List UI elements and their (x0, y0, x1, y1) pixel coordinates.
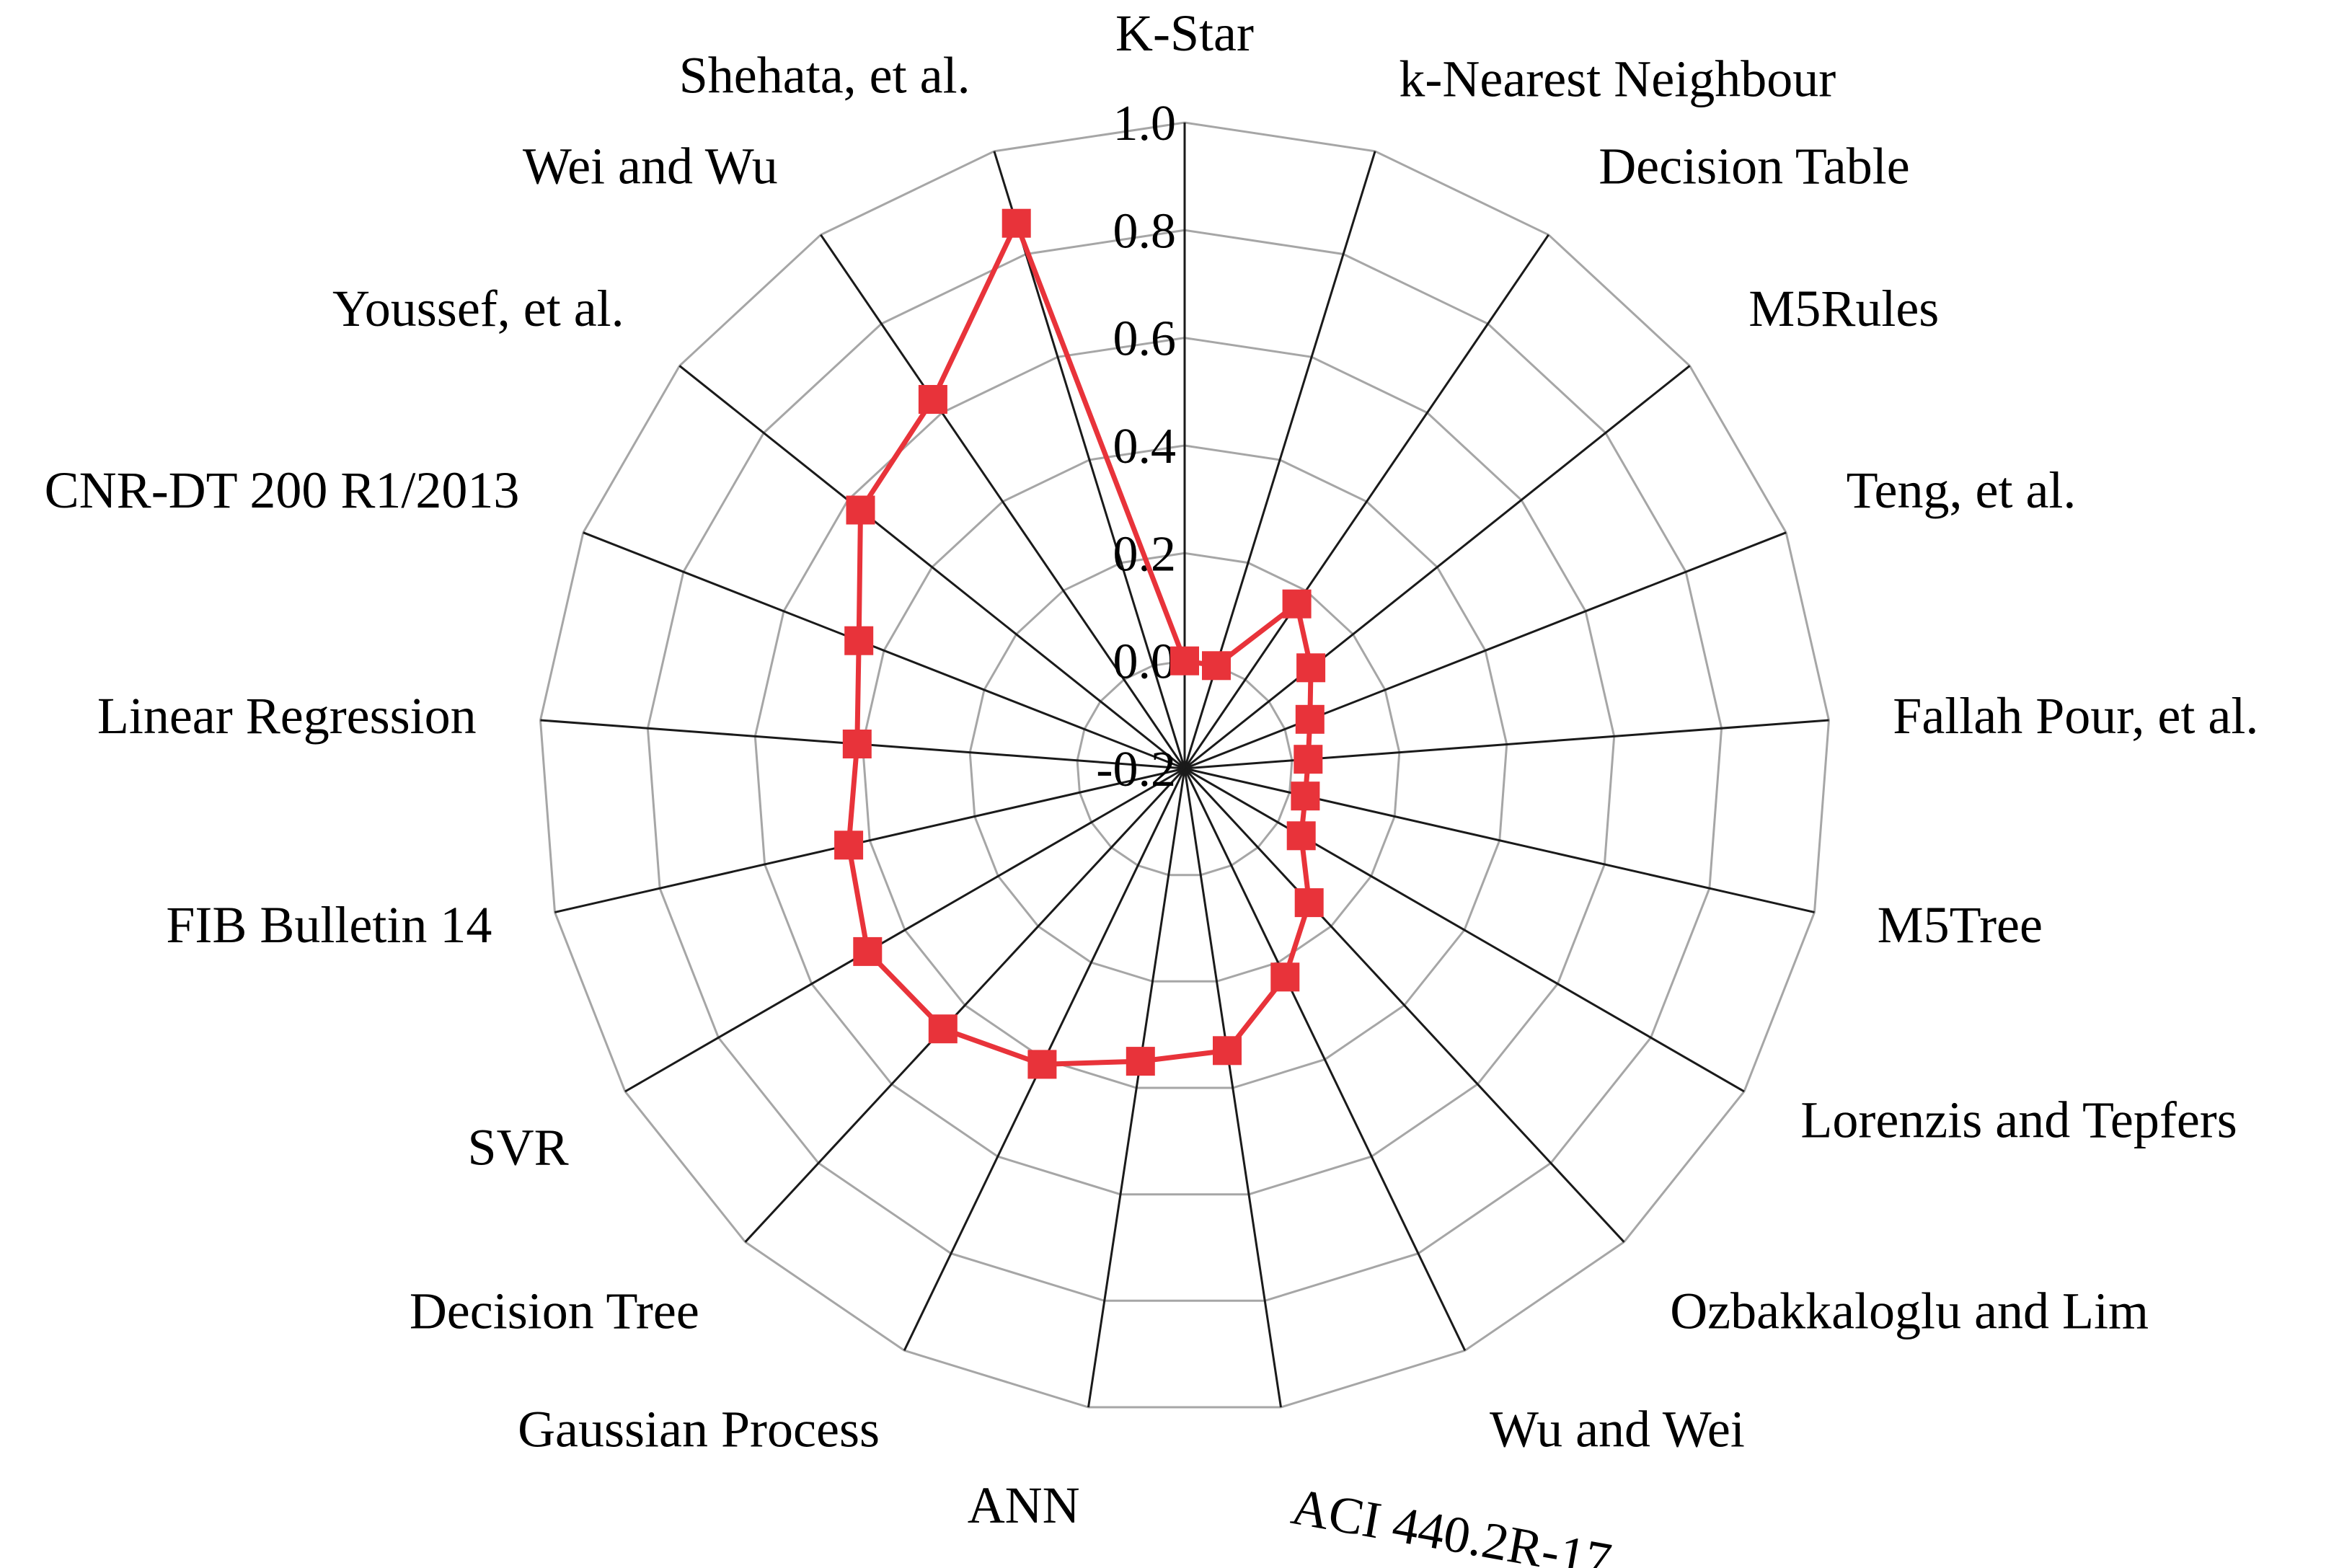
category-label: Fallah Pour, et al. (1893, 687, 2258, 745)
category-label: k-Nearest Neighbour (1399, 50, 1836, 107)
spoke-15 (554, 767, 1185, 913)
category-label: M5Tree (1878, 896, 2043, 954)
series-layer (834, 208, 1326, 1079)
data-point-marker-7 (1286, 821, 1316, 851)
data-point-marker-9 (1270, 962, 1300, 992)
grid-ring-3 (861, 444, 1508, 1089)
category-label: Decision Table (1599, 137, 1910, 195)
tick-label: 0.0 (1113, 634, 1177, 690)
category-label: K-Star (1115, 4, 1254, 62)
spoke-10 (1183, 768, 1282, 1408)
category-label: Linear Regression (97, 687, 477, 745)
data-point-marker-16 (842, 730, 872, 758)
category-label: Ozbakkaloglu and Lim (1670, 1283, 2149, 1340)
data-point-marker-14 (853, 936, 883, 966)
series-line (846, 221, 1314, 1067)
grid-ring-2 (968, 552, 1401, 983)
category-label: Gaussian Process (518, 1400, 880, 1458)
spoke-7 (1184, 767, 1745, 1093)
tick-label-layer: -0.20.00.20.40.60.81.0 (1096, 96, 1176, 797)
spoke-11 (1087, 768, 1186, 1408)
data-point-marker-10 (1213, 1036, 1242, 1066)
category-label: CNR-DT 200 R1/2013 (45, 461, 520, 519)
data-point-marker-2 (1282, 589, 1312, 619)
data-point-marker-0 (1170, 646, 1199, 676)
tick-label: 0.4 (1113, 419, 1177, 474)
data-point-marker-15 (834, 830, 864, 860)
data-point-marker-3 (1296, 653, 1326, 683)
spoke-9 (1183, 768, 1467, 1351)
category-label: Youssef, et al. (332, 280, 624, 337)
grid-ring-4 (753, 337, 1616, 1196)
spoke-6 (1184, 767, 1815, 913)
category-label: M5Rules (1748, 280, 1939, 337)
spoke-8 (1183, 767, 1625, 1243)
category-label-layer: K-Star k-Nearest Neighbour Decision Table M… (45, 4, 2259, 1568)
category-label: Wu and Wei (1490, 1400, 1745, 1458)
data-point-marker-19 (918, 385, 947, 414)
grid-ring-5 (646, 229, 1723, 1302)
category-label: ANN (968, 1476, 1080, 1534)
data-point-marker-12 (1027, 1050, 1057, 1079)
spoke-2 (1183, 234, 1549, 769)
grid-ring-6 (539, 121, 1831, 1409)
tick-label: 1.0 (1113, 96, 1177, 151)
tick-label: 0.8 (1113, 203, 1177, 259)
spoke-17 (583, 531, 1185, 770)
data-point-marker-17 (844, 626, 874, 655)
spoke-18 (678, 365, 1185, 770)
category-label: Decision Tree (410, 1283, 699, 1340)
category-label: FIB Bulletin 14 (166, 896, 492, 954)
data-point-marker-8 (1294, 888, 1324, 918)
spoke-3 (1184, 365, 1691, 770)
spoke-layer (540, 123, 1829, 1408)
grid-layer (539, 121, 1831, 1409)
category-label: SVR (468, 1119, 569, 1177)
data-point-marker-4 (1295, 704, 1325, 734)
data-point-marker-1 (1202, 651, 1231, 681)
spoke-4 (1184, 531, 1787, 770)
tick-label: 0.6 (1113, 311, 1177, 367)
data-point-marker-5 (1294, 745, 1323, 774)
spoke-19 (820, 234, 1186, 769)
grid-ring-1 (1076, 660, 1294, 877)
category-label: Lorenzis and Tepfers (1800, 1091, 2237, 1149)
data-point-marker-18 (846, 495, 875, 525)
tick-label: -0.2 (1096, 742, 1176, 797)
spoke-5 (1184, 719, 1829, 770)
data-point-marker-20 (1002, 208, 1031, 238)
spoke-14 (624, 767, 1185, 1093)
spoke-13 (744, 767, 1186, 1243)
category-label: ACI 440.2R-17 (1288, 1477, 1616, 1568)
category-label: Teng, et al. (1847, 461, 2077, 519)
category-label: Shehata, et al. (679, 46, 970, 104)
data-point-marker-13 (928, 1014, 958, 1044)
category-label: Wei and Wu (523, 137, 778, 195)
data-point-marker-6 (1291, 781, 1320, 811)
data-point-marker-11 (1126, 1047, 1155, 1076)
